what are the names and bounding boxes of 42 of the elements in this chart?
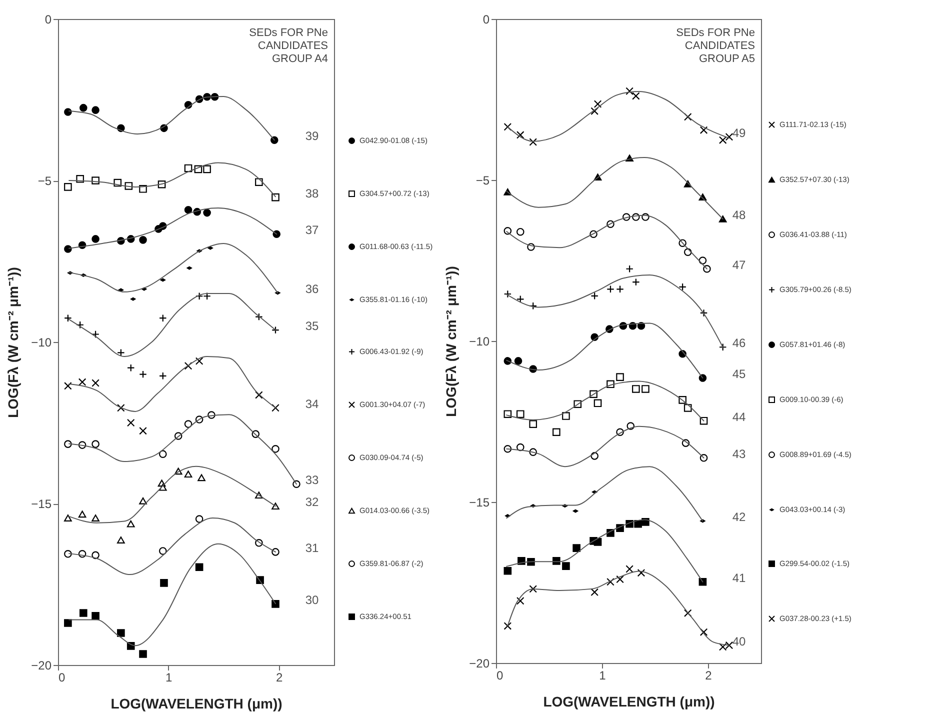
annotation: 34 [305,396,319,411]
y-tick-label: −10 [31,336,52,350]
y-tick-label: 0 [44,12,52,26]
y-tick-label: −15 [31,497,52,511]
y-axis-title: LOG(Fλ (W cm⁻² μm⁻¹)) [443,266,460,417]
x-tick-label: 2 [705,668,712,682]
y-tick-label: −15 [469,496,490,510]
annotation: 36 [305,282,319,296]
annotation: 32 [305,495,319,510]
annotation: 42 [732,510,746,524]
y-tick-label: 0 [482,12,490,26]
y-tick-label: −20 [469,656,490,670]
text: SEDs FOR PNe CANDIDATES GROUP A5 [676,27,755,65]
annotation: 43 [732,446,746,461]
annotation: 46 [732,336,746,350]
annotation: 35 [305,319,319,334]
x-tick-label: 1 [599,668,606,682]
annotation: 47 [732,258,746,272]
annotation: 33 [305,473,319,488]
annotation: 37 [305,223,319,238]
annotation: 49 [732,126,746,140]
x-tick-label: 2 [276,670,283,684]
x-tick-label: 1 [166,670,173,684]
annotation: 31 [305,540,319,555]
text: SEDs FOR PNe CANDIDATES GROUP A4 [249,27,328,65]
x-tick-label: 0 [58,670,66,684]
y-tick-label: −5 [38,174,52,188]
annotation: 44 [732,410,746,424]
annotation: 38 [305,186,319,200]
annotation: 39 [305,129,319,144]
x-tick-label: 0 [496,668,504,682]
annotation: 48 [732,208,746,222]
annotation: 45 [732,367,746,382]
y-tick-label: −10 [469,334,490,348]
y-axis-title: LOG(Fλ (W cm⁻² μm⁻¹)) [5,267,22,418]
y-tick-label: −20 [31,658,52,672]
annotation: 40 [732,634,746,648]
x-axis-title: LOG(WAVELENGTH (μm)) [110,696,282,712]
annotation: 30 [305,592,319,607]
x-axis-title: LOG(WAVELENGTH (μm)) [543,694,715,710]
annotation: 41 [732,570,746,585]
y-tick-label: −5 [476,174,490,188]
